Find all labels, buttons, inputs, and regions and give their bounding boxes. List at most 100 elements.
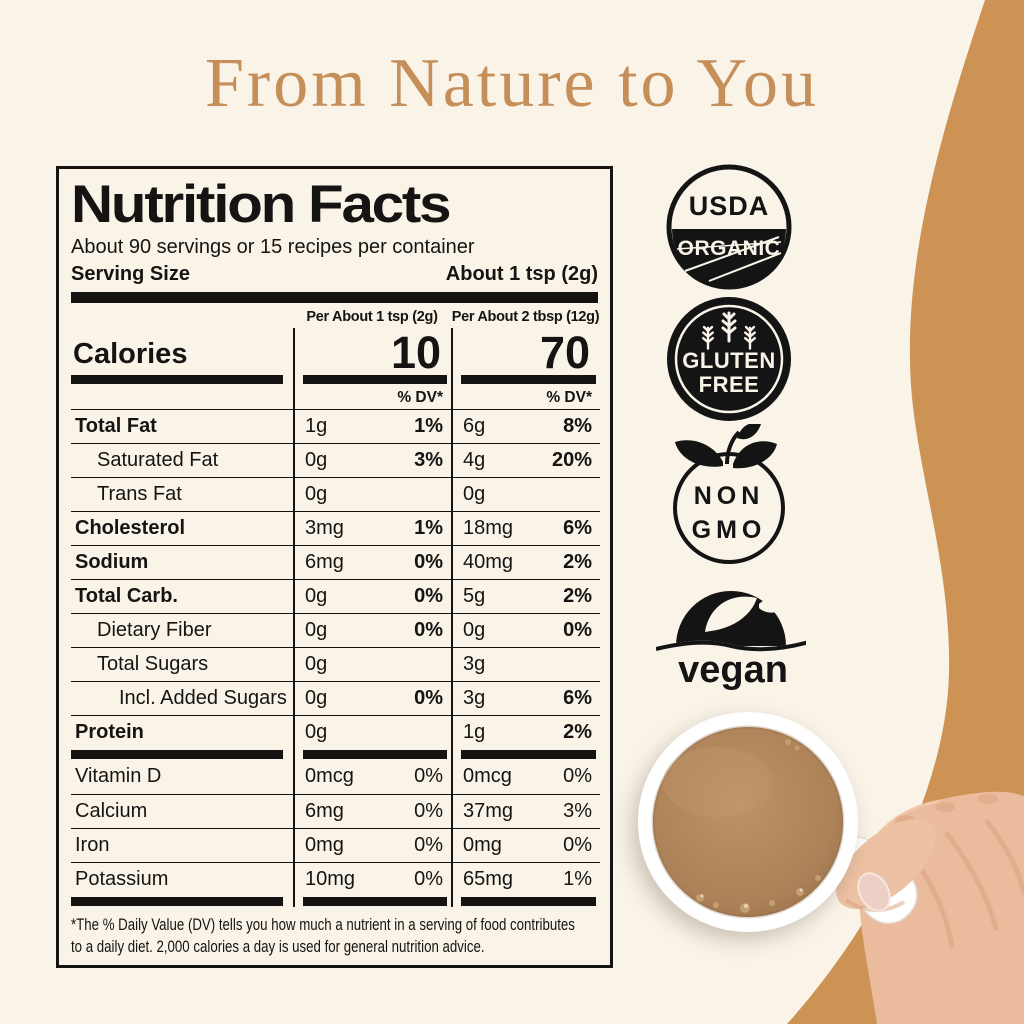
- amount-col2: 18mg: [451, 511, 523, 545]
- nutrient-name: Total Sugars: [71, 647, 293, 681]
- amount-col1: 0g: [293, 443, 365, 477]
- dv-col1: [365, 647, 451, 681]
- free-text: FREE: [699, 372, 760, 397]
- amount-col1: 0g: [293, 647, 365, 681]
- dv-col2: 3%: [523, 794, 600, 828]
- vegan-badge: vegan: [656, 590, 806, 690]
- amount-col2: 3g: [451, 681, 523, 715]
- col1-header: Per About 1 tsp (2g): [306, 309, 438, 325]
- footnote-line-2: to a daily diet. 2,000 calories a day is…: [71, 937, 485, 956]
- dv-col2: [523, 477, 600, 511]
- amount-col1: 6mg: [293, 794, 365, 828]
- footnote-line-1: *The % Daily Value (DV) tells you how mu…: [71, 915, 575, 934]
- vitamin-row: Vitamin D 0mcg 0% 0mcg 0%: [71, 760, 598, 794]
- dv-col2: 6%: [523, 681, 600, 715]
- nutrient-row: Total Sugars 0g 3g: [71, 647, 600, 681]
- nutrition-facts-label: Nutrition Facts About 90 servings or 15 …: [56, 166, 613, 968]
- amount-col2: 0g: [451, 613, 523, 647]
- leaf-icon: [705, 596, 787, 632]
- vitamin-row: Calcium 6mg 0% 37mg 3%: [71, 794, 600, 828]
- amount-col1: 1g: [293, 409, 365, 443]
- dv-col2: 0%: [523, 613, 600, 647]
- vitamin-row: Potassium 10mg 0% 65mg 1%: [71, 862, 600, 896]
- coffee-surface: [653, 727, 843, 917]
- amount-col1: 0g: [293, 681, 365, 715]
- gmo-text: GMO: [692, 516, 767, 544]
- amount-col1: 0g: [293, 715, 365, 749]
- gluten-free-badge: GLUTEN FREE: [667, 297, 791, 421]
- dv-col2: 1%: [523, 862, 600, 896]
- nutrient-row: Protein 0g 1g 2%: [71, 715, 600, 749]
- dv-header-row: % DV* % DV*: [71, 385, 598, 409]
- amount-col1: 0mcg: [293, 760, 365, 794]
- amount-col1: 0g: [293, 477, 365, 511]
- amount-col2: 0mcg: [451, 760, 523, 794]
- thumb: [836, 819, 936, 913]
- amount-col1: 10mg: [293, 862, 365, 896]
- amount-col1: 6mg: [293, 545, 365, 579]
- calories-per-tsp: 10: [293, 328, 451, 378]
- nutrient-name: Total Carb.: [71, 579, 293, 613]
- dv-col1: 0%: [365, 862, 451, 896]
- dv-footnote: *The % Daily Value (DV) tells you how mu…: [71, 914, 598, 958]
- serving-size-value: About 1 tsp (2g): [445, 263, 598, 285]
- calories-row: Calories 10 70: [71, 328, 600, 378]
- dv-col1: 0%: [365, 579, 451, 613]
- gluten-text: GLUTEN: [682, 348, 775, 373]
- nutrient-row: Trans Fat 0g 0g: [71, 477, 600, 511]
- dv-col2: 2%: [523, 579, 600, 613]
- section-bars: [71, 374, 598, 385]
- amount-col2: 6g: [451, 409, 523, 443]
- servings-per-container: About 90 servings or 15 recipes per cont…: [71, 236, 475, 258]
- section-bars: [71, 749, 598, 760]
- dv-col2: [523, 647, 600, 681]
- col2-header: Per About 2 tbsp (12g): [451, 309, 600, 325]
- coffee-cup-photo: [638, 712, 1024, 1024]
- nutrient-name: Dietary Fiber: [71, 613, 293, 647]
- thumbnail: [857, 872, 891, 912]
- non-text: NON: [694, 482, 765, 510]
- nutrient-name: Incl. Added Sugars: [71, 681, 293, 715]
- leaves-icon: [675, 424, 777, 469]
- nutrient-row: Saturated Fat 0g 3% 4g 20%: [71, 443, 600, 477]
- nutrient-name: Iron: [71, 828, 293, 862]
- dv-col1: 0%: [365, 613, 451, 647]
- amount-col2: 37mg: [451, 794, 523, 828]
- nutrient-name: Cholesterol: [71, 511, 293, 545]
- amount-col2: 1g: [451, 715, 523, 749]
- nutrient-row: Total Fat 1g 1% 6g 8%: [71, 409, 600, 443]
- amount-col2: 3g: [451, 647, 523, 681]
- dv-col1: 0%: [365, 545, 451, 579]
- column-headers: Per About 1 tsp (2g) Per About 2 tbsp (1…: [71, 307, 600, 328]
- dv-col1: 1%: [365, 409, 451, 443]
- amount-col1: 3mg: [293, 511, 365, 545]
- serving-size-row: Serving Size About 1 tsp (2g): [71, 261, 598, 289]
- usda-text: USDA: [689, 191, 770, 221]
- amount-col1: 0mg: [293, 828, 365, 862]
- dv-col2: 2%: [523, 715, 600, 749]
- dv-header-col1: % DV*: [293, 385, 451, 409]
- dv-col2: 0%: [563, 765, 592, 787]
- dv-col1: [365, 715, 451, 749]
- thick-divider: [71, 292, 598, 303]
- dv-col1: 0%: [365, 828, 451, 862]
- coffee-bubbles: [696, 739, 821, 913]
- page-title: From Nature to You: [204, 45, 820, 122]
- dv-col1: 1%: [365, 511, 451, 545]
- nutrient-name: Calcium: [71, 794, 293, 828]
- calories-per-tbsp: 70: [451, 328, 600, 378]
- usda-organic-badge: USDA ORGANIC: [666, 164, 792, 290]
- nutrient-name: Trans Fat: [71, 477, 293, 511]
- dv-col2: 2%: [523, 545, 600, 579]
- nutrient-row: Cholesterol 3mg 1% 18mg 6%: [71, 511, 600, 545]
- amount-col2: 5g: [451, 579, 523, 613]
- dv-col1: 0%: [365, 794, 451, 828]
- vegan-text: vegan: [678, 649, 788, 690]
- vitamin-row: Iron 0mg 0% 0mg 0%: [71, 828, 600, 862]
- wheat-icon: [701, 311, 757, 350]
- nutrient-name: Vitamin D: [75, 765, 162, 787]
- dv-col1: 0%: [365, 681, 451, 715]
- non-gmo-badge: NON GMO: [673, 424, 785, 564]
- mug-top-view: [638, 712, 858, 932]
